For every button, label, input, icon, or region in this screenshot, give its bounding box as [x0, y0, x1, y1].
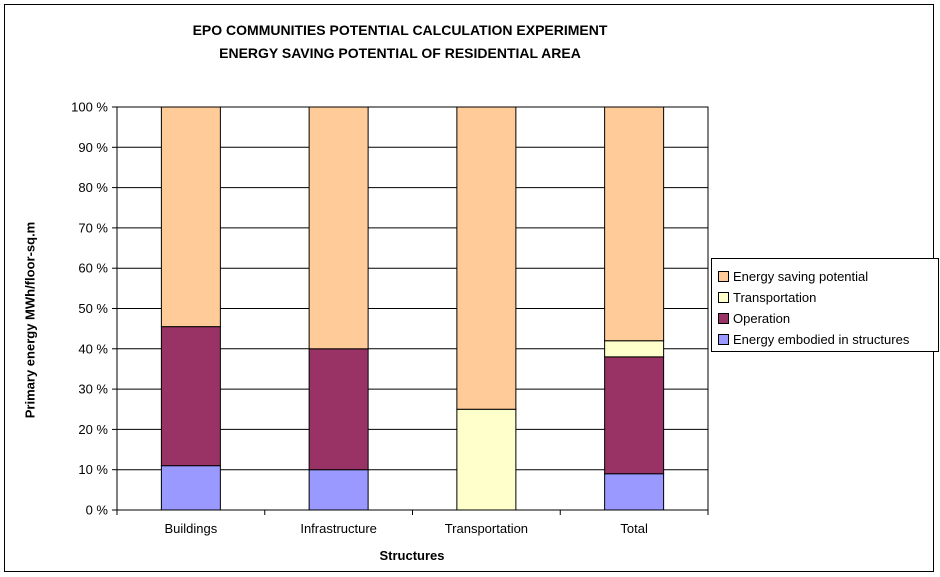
legend-item: Operation: [718, 310, 790, 326]
y-tick-label: 60 %: [78, 261, 108, 276]
legend-swatch: [718, 291, 729, 303]
x-tick-labels: Buildings Infrastructure Transportation Tot…: [164, 521, 647, 536]
x-tick-label: Total: [620, 521, 648, 536]
bar-segment: [308, 469, 369, 511]
y-tick-label: 20 %: [78, 422, 108, 437]
bar-segment: [604, 356, 665, 475]
axes: [112, 106, 709, 515]
bars: [160, 106, 665, 511]
legend-swatch: [718, 312, 729, 324]
y-axis-label: Primary energy MWh/floor-sq.m: [22, 221, 38, 419]
legend-swatch: [718, 270, 729, 282]
y-tick-label: 50 %: [78, 301, 108, 316]
bar-segment: [456, 106, 517, 410]
bar-segment: [308, 348, 369, 471]
legend: Energy saving potential Transportation Ope…: [711, 258, 939, 352]
chart-title: EPO COMMUNITIES POTENTIAL CALCULATION EX…: [192, 22, 608, 38]
y-tick-label: 40 %: [78, 341, 108, 356]
legend-label: Energy embodied in structures: [733, 331, 910, 347]
legend-item: Transportation: [718, 289, 816, 305]
legend-label: Operation: [733, 310, 791, 326]
bar-segment: [308, 106, 369, 350]
y-tick-label: 0 %: [86, 503, 109, 518]
legend-label: Transportation: [733, 289, 817, 305]
legend-item: Energy embodied in structures: [718, 331, 909, 347]
x-tick-label: Buildings: [164, 521, 217, 536]
legend-label: Energy saving potential: [733, 268, 869, 284]
y-tick-label: 90 %: [78, 140, 108, 155]
y-tick-label: 70 %: [78, 220, 108, 235]
bar-segment: [160, 465, 221, 511]
bar-segment: [604, 473, 665, 511]
bar-segment: [604, 106, 665, 342]
legend-swatch: [718, 333, 729, 345]
bar-segment: [456, 408, 517, 511]
bar-segment: [160, 326, 221, 467]
y-tick-label: 30 %: [78, 382, 108, 397]
y-tick-label: 100 %: [71, 100, 108, 115]
x-tick-label: Transportation: [445, 521, 528, 536]
legend-item: Energy saving potential: [718, 268, 868, 284]
chart-subtitle: ENERGY SAVING POTENTIAL OF RESIDENTIAL A…: [219, 45, 581, 61]
y-tick-label: 10 %: [78, 462, 108, 477]
y-tick-label: 80 %: [78, 180, 108, 195]
bar-segment: [604, 340, 665, 358]
bar-segment: [160, 106, 221, 328]
y-tick-labels: 0 % 10 % 20 % 30 % 40 % 50 % 60 % 70 % 80 % 90 % 1…: [71, 100, 108, 518]
x-tick-label: Infrastructure: [300, 521, 377, 536]
x-axis-label: Structures: [379, 548, 445, 563]
